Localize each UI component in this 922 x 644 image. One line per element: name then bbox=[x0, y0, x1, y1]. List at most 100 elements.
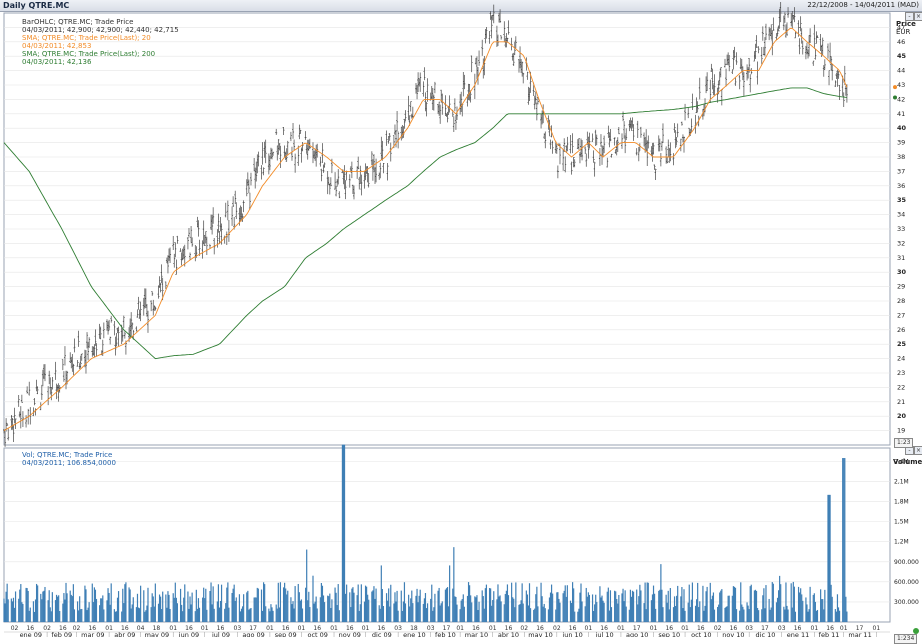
volume-bar bbox=[687, 602, 689, 622]
ohlc-bar bbox=[801, 40, 804, 55]
volume-bar bbox=[659, 589, 661, 622]
volume-bar bbox=[323, 602, 326, 622]
volume-bar bbox=[256, 587, 258, 622]
volume-bar bbox=[329, 593, 331, 622]
x-day-tick-label: 16 bbox=[826, 625, 834, 632]
ohlc-bar bbox=[350, 161, 353, 179]
close-volume-button[interactable]: × bbox=[914, 446, 922, 455]
volume-bar bbox=[272, 610, 274, 622]
volume-bar bbox=[720, 590, 722, 622]
ohlc-bar bbox=[11, 417, 14, 430]
price-zoom-box[interactable]: 1:23 bbox=[894, 438, 914, 448]
volume-bar bbox=[341, 444, 344, 622]
volume-bar bbox=[161, 609, 163, 622]
volume-bar bbox=[80, 609, 82, 622]
volume-bar bbox=[741, 604, 743, 622]
ohlc-bar bbox=[122, 315, 125, 329]
volume-bar bbox=[13, 607, 16, 622]
volume-bar bbox=[322, 595, 325, 622]
x-day-tick-label: 16 bbox=[536, 625, 544, 632]
volume-bar bbox=[500, 601, 502, 622]
ohlc-bar bbox=[742, 72, 745, 97]
volume-bar bbox=[44, 586, 46, 622]
volume-bar bbox=[140, 585, 142, 622]
volume-bar bbox=[372, 590, 374, 622]
volume-bar bbox=[28, 610, 30, 622]
ohlc-bar bbox=[778, 8, 781, 29]
volume-bar bbox=[349, 592, 351, 622]
volume-bar bbox=[596, 602, 598, 622]
volume-bar bbox=[188, 608, 190, 622]
volume-bar bbox=[726, 606, 728, 622]
volume-bar bbox=[520, 600, 522, 622]
volume-bar bbox=[609, 590, 612, 622]
volume-bar bbox=[535, 594, 537, 622]
ohlc-bar bbox=[647, 135, 650, 149]
volume-bar bbox=[22, 603, 24, 622]
volume-bar bbox=[529, 608, 532, 622]
volume-bar bbox=[334, 587, 336, 622]
ohlc-bar bbox=[821, 37, 824, 55]
volume-bar bbox=[681, 587, 683, 622]
volume-bar bbox=[608, 610, 610, 622]
volume-bar bbox=[587, 592, 589, 622]
volume-bar bbox=[305, 587, 307, 622]
volume-bar bbox=[422, 603, 424, 622]
volume-bar bbox=[62, 603, 64, 622]
minimize-panel-button[interactable]: - bbox=[905, 12, 914, 21]
volume-bar bbox=[519, 604, 521, 622]
volume-bar bbox=[629, 589, 632, 622]
ohlc-bar bbox=[205, 236, 208, 255]
price-tick-label: 19 bbox=[897, 427, 905, 435]
volume-bar bbox=[189, 596, 191, 622]
volume-tick-label: 1,2M bbox=[894, 539, 909, 546]
ohlc-bar bbox=[183, 244, 186, 267]
ohlc-bar bbox=[812, 60, 815, 66]
volume-bar bbox=[482, 596, 484, 622]
price-axis-unit: EUR bbox=[896, 28, 911, 36]
volume-bar bbox=[534, 608, 536, 622]
volume-bar bbox=[565, 596, 567, 622]
volume-bar bbox=[488, 588, 491, 622]
volume-bar bbox=[371, 591, 373, 622]
volume-bar bbox=[54, 600, 57, 622]
volume-bar bbox=[827, 494, 829, 622]
ohlc-bar bbox=[438, 101, 441, 116]
volume-bar bbox=[117, 591, 120, 622]
ohlc-bar bbox=[232, 196, 235, 208]
ohlc-bar bbox=[173, 253, 176, 268]
ohlc-bar bbox=[483, 55, 486, 76]
volume-bar bbox=[50, 611, 52, 622]
x-month-label: feb 11 bbox=[819, 631, 840, 637]
volume-bar bbox=[820, 589, 822, 622]
ohlc-bar bbox=[544, 131, 547, 149]
volume-bar bbox=[151, 593, 153, 622]
volume-bar bbox=[786, 605, 788, 622]
volume-zoom-box[interactable]: 1:234 bbox=[894, 634, 918, 644]
volume-bar bbox=[512, 597, 514, 622]
volume-bar bbox=[588, 594, 591, 622]
legend-line: Vol; QTRE.MC; Trade Price bbox=[22, 451, 113, 459]
x-month-label: ene 10 bbox=[403, 631, 425, 637]
ohlc-bar bbox=[595, 134, 598, 146]
volume-bar bbox=[658, 590, 660, 622]
x-month-label: abr 09 bbox=[114, 631, 135, 637]
x-month-label: ene 09 bbox=[20, 631, 42, 637]
volume-bar bbox=[165, 594, 167, 622]
ohlc-bar bbox=[208, 244, 211, 249]
price-tick-label: 20 bbox=[897, 412, 907, 420]
volume-bar bbox=[735, 609, 738, 622]
volume-bar bbox=[115, 611, 118, 622]
close-panel-button[interactable]: × bbox=[914, 12, 922, 21]
ohlc-bar bbox=[176, 235, 179, 244]
ohlc-bar bbox=[294, 153, 297, 173]
volume-bar bbox=[205, 588, 207, 622]
volume-bar bbox=[411, 590, 413, 622]
volume-bar bbox=[235, 597, 237, 622]
ohlc-bar bbox=[12, 424, 15, 443]
x-day-tick-label: 16 bbox=[121, 625, 129, 632]
volume-bar bbox=[121, 611, 123, 622]
volume-bar bbox=[461, 599, 463, 622]
ohlc-bar bbox=[613, 137, 616, 146]
